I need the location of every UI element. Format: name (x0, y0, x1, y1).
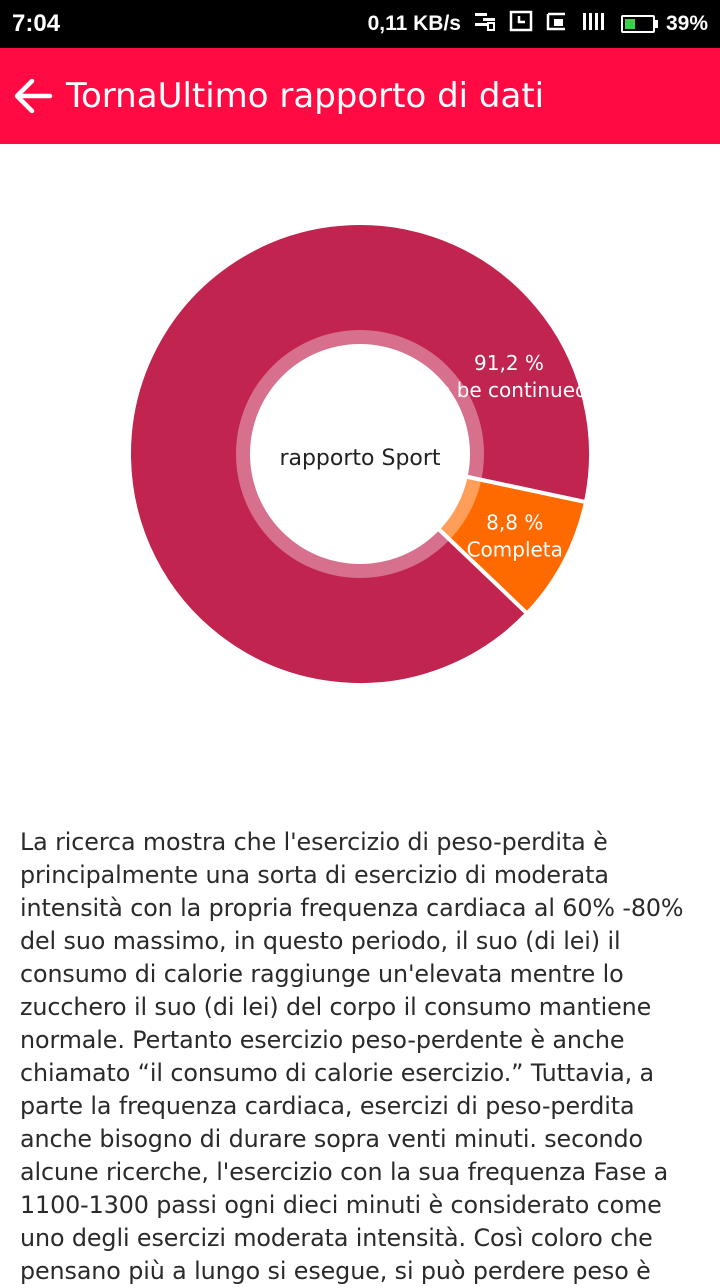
arrow-left-icon (14, 78, 53, 114)
network-speed: 0,11 KB/s (367, 12, 461, 35)
slice-percent-label: 91,2 % (474, 351, 544, 375)
sim-signal-icon (545, 10, 569, 38)
back-button[interactable] (8, 68, 58, 124)
signal-bars-icon (581, 10, 609, 38)
battery-percent: 39% (665, 12, 708, 35)
battery-level-fill (624, 19, 636, 29)
back-label[interactable]: Torna (66, 76, 158, 116)
chart-center-label: rapporto Sport (279, 446, 440, 471)
page-title: Ultimo rapporto di dati (157, 76, 545, 116)
alarm-icon (509, 10, 533, 38)
battery-tip (654, 20, 658, 28)
article-text: La ricerca mostra che l'esercizio di pes… (20, 828, 684, 1285)
battery-icon (620, 15, 655, 33)
status-bar: 7:04 0,11 KB/s (0, 0, 720, 48)
data-transfer-icon (473, 10, 497, 38)
status-icons: 0,11 KB/s (368, 10, 708, 38)
donut-chart: rapporto Sport 8,8 % Completa 91,2 % to be … (127, 221, 593, 687)
battery-indicator: 39% (620, 12, 708, 36)
slice-percent-label: 8,8 % (486, 511, 543, 535)
header-title-row: TornaUltimo rapporto di dati (66, 74, 544, 118)
status-time: 7:04 (12, 10, 61, 37)
sport-report-chart: rapporto Sport 8,8 % Completa 91,2 % to be … (0, 144, 720, 784)
slice-name-label: to be continued (430, 378, 587, 402)
app-header: TornaUltimo rapporto di dati (0, 48, 720, 144)
donut-hole (250, 344, 470, 564)
pie-slice-to-be-continued[interactable] (127, 221, 593, 687)
slice-name-label: Completa (467, 538, 563, 562)
